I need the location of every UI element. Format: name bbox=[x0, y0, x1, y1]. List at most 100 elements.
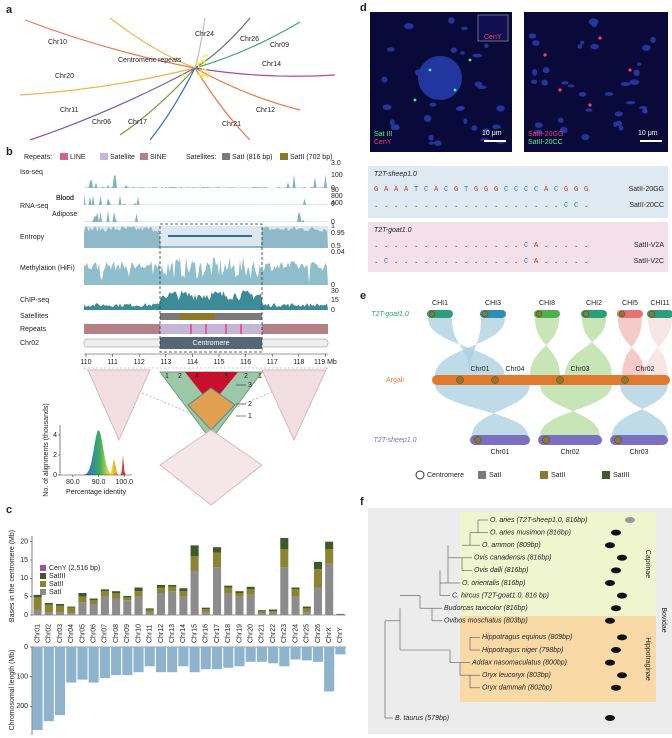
base: . bbox=[424, 242, 428, 250]
chromosome-spot bbox=[528, 33, 537, 39]
track-label: Blood bbox=[56, 195, 74, 202]
signal-track bbox=[84, 210, 328, 222]
fish-signal bbox=[468, 58, 472, 62]
chromosome-spot bbox=[633, 69, 640, 77]
chromosome-label: Chr12 bbox=[256, 107, 275, 114]
bar-segment bbox=[257, 610, 266, 612]
y-axis-label: Chromosomal length (Mb) bbox=[9, 650, 16, 731]
synteny-ribbon bbox=[435, 318, 505, 376]
inset-histogram bbox=[72, 430, 127, 475]
base: A bbox=[534, 258, 539, 266]
base: T bbox=[414, 186, 418, 194]
track-label: Methylation (HiFi) bbox=[20, 265, 75, 272]
bar-segment bbox=[291, 589, 300, 597]
base: G bbox=[374, 186, 378, 194]
base: . bbox=[404, 202, 408, 210]
base: . bbox=[504, 242, 508, 250]
chromosome-label: Chr01 bbox=[490, 449, 509, 456]
chromosome-label: Chr11 bbox=[60, 107, 79, 114]
inset-tick-label: 80.0 bbox=[66, 479, 80, 486]
chromosome-spot bbox=[559, 126, 568, 134]
hic-map bbox=[187, 387, 236, 431]
bar-segment bbox=[269, 610, 278, 613]
centromere-mark bbox=[474, 436, 482, 444]
chromosome-spot bbox=[585, 108, 593, 112]
centromere-mark bbox=[618, 310, 626, 318]
bar bbox=[43, 647, 54, 722]
chromosome-spot bbox=[471, 125, 478, 131]
repeat-cluster bbox=[207, 71, 211, 74]
legend-label: Centromere bbox=[427, 472, 464, 479]
track-label: Satellites bbox=[20, 313, 49, 320]
group-box bbox=[460, 616, 656, 702]
x-tick-label: Chr10 bbox=[135, 624, 142, 643]
base: . bbox=[484, 258, 488, 266]
scale-label: 1 bbox=[331, 223, 335, 230]
bar-segment bbox=[257, 613, 266, 615]
base: . bbox=[424, 258, 428, 266]
legend-swatch bbox=[602, 471, 610, 479]
species-label: Addax nasomaculatus (800bp) bbox=[471, 659, 567, 666]
chromosome-spot bbox=[448, 17, 455, 24]
bar-segment bbox=[168, 584, 177, 587]
bar-segment bbox=[246, 589, 255, 595]
base: . bbox=[504, 202, 508, 210]
base: . bbox=[414, 202, 418, 210]
base: . bbox=[544, 258, 548, 266]
bar-segment bbox=[280, 567, 289, 615]
repeat-link bbox=[119, 67, 196, 136]
axis-tick-label: 117 bbox=[267, 359, 278, 366]
hic-label: 2 bbox=[248, 401, 252, 408]
base: . bbox=[474, 202, 478, 210]
bar-segment bbox=[145, 608, 154, 610]
repeat-link bbox=[194, 67, 336, 77]
scale-label: 3.0 bbox=[331, 160, 341, 167]
chromosome-spot bbox=[472, 53, 483, 58]
chromosome-label: CHI11 bbox=[650, 300, 669, 307]
signal-track bbox=[84, 174, 328, 188]
bar bbox=[54, 647, 66, 716]
bar-segment bbox=[190, 556, 199, 571]
base: . bbox=[514, 202, 518, 210]
fish-signal bbox=[588, 103, 592, 107]
fish-signal bbox=[428, 68, 432, 72]
base: . bbox=[394, 242, 398, 250]
inset-xlabel: Percentage identity bbox=[66, 489, 126, 496]
bar bbox=[268, 647, 279, 664]
panel-label: d bbox=[360, 2, 367, 14]
base: C bbox=[524, 186, 528, 194]
scale-label: 0 bbox=[331, 307, 335, 314]
base: C bbox=[524, 258, 528, 266]
bar-segment bbox=[112, 598, 121, 615]
chromosome-spot bbox=[604, 92, 614, 96]
bar-segment bbox=[257, 611, 266, 614]
inset-ylabel: No. of alignments (thousands) bbox=[43, 403, 50, 496]
legend-label: SINE bbox=[150, 154, 167, 161]
bar-segment bbox=[156, 587, 166, 593]
chromosome-bar bbox=[538, 435, 602, 445]
x-tick-label: Chr14 bbox=[180, 624, 187, 643]
species-label: O. ammon (809bp) bbox=[482, 542, 541, 549]
legend-label: SatII bbox=[551, 472, 565, 479]
chromosome-spot bbox=[580, 40, 585, 45]
fish-signal bbox=[558, 88, 562, 92]
bar-segment bbox=[190, 545, 199, 557]
signal-track bbox=[84, 290, 328, 310]
bar bbox=[122, 647, 133, 676]
bar bbox=[279, 647, 290, 667]
repeat-line bbox=[240, 324, 242, 334]
chromosome-label: Chr26 bbox=[240, 36, 259, 43]
chromosome-spot bbox=[625, 101, 636, 105]
bar bbox=[200, 647, 211, 670]
x-tick-label: Chr22 bbox=[270, 624, 277, 643]
scale-label: 800 bbox=[331, 193, 343, 200]
base: G bbox=[584, 186, 588, 194]
legend-swatch bbox=[40, 573, 46, 579]
bar bbox=[178, 647, 189, 667]
base: A bbox=[394, 186, 399, 194]
legend-label: SatI (816 bp) bbox=[232, 154, 272, 161]
x-tick-label: Chr25 bbox=[304, 624, 311, 643]
chromosome-spot bbox=[428, 141, 435, 145]
chromosome-label: Chr06 bbox=[92, 119, 111, 126]
